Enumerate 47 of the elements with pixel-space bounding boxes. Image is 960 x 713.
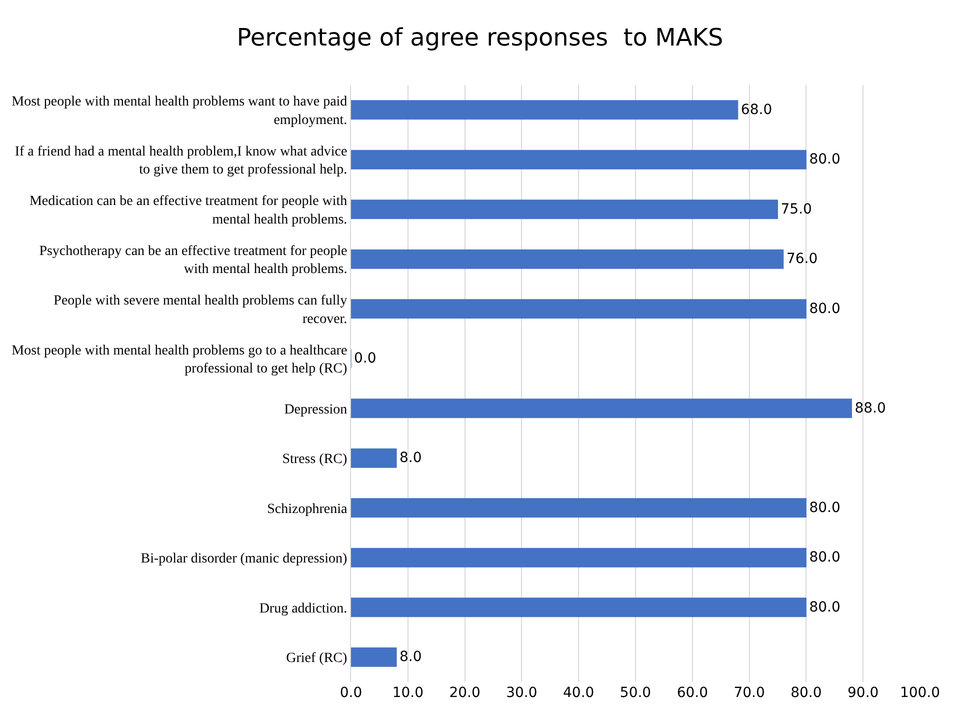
data-label: 88.0 <box>854 400 886 416</box>
bar <box>351 398 852 418</box>
x-tick-label: 10.0 <box>392 685 424 701</box>
bar <box>351 249 784 269</box>
x-tick-label: 60.0 <box>676 685 708 701</box>
y-tick-label: Stress (RC) <box>282 452 348 468</box>
data-label: 80.0 <box>809 300 840 317</box>
bar <box>351 498 806 518</box>
chart-title: Percentage of agree responses to MAKS <box>236 23 724 52</box>
data-label: 80.0 <box>809 152 840 168</box>
y-tick-label: Psychotherapy can be an effective treatment for people with mental health problems. <box>39 244 348 278</box>
data-label: 80.0 <box>809 550 840 566</box>
data-label: 75.0 <box>780 201 812 218</box>
y-tick-label: Most people with mental health problems want to have paid employment. <box>12 94 348 128</box>
data-label: 68.0 <box>740 102 772 118</box>
y-tick-label: Most people with mental health problems go to a healthcare professional to get help (RC) <box>12 343 348 377</box>
y-tick-label: Depression <box>284 402 348 418</box>
bar <box>351 548 806 568</box>
y-tick-label: If a friend had a mental health problem,I know what advice to give them to get professional help. <box>14 144 348 178</box>
y-tick-label: Grief (RC) <box>286 651 348 666</box>
y-tick-label: Bi-polar disorder (manic depression) <box>140 552 348 567</box>
x-tick-label: 40.0 <box>563 685 594 701</box>
bar <box>351 647 397 667</box>
bar <box>351 299 806 319</box>
data-label: 8.0 <box>400 649 422 666</box>
data-label: 80.0 <box>809 599 840 616</box>
y-tick-label: Drug addiction. <box>259 601 348 616</box>
x-tick-label: 80.0 <box>790 685 822 701</box>
data-label: 76.0 <box>786 251 818 268</box>
x-tick-label: 100.0 <box>900 685 940 701</box>
y-tick-label: People with severe mental health problems can fully recover. <box>54 294 348 327</box>
bar <box>351 150 806 170</box>
x-tick-label: 20.0 <box>449 685 480 701</box>
data-label: 8.0 <box>400 450 422 466</box>
x-tick-label: 50.0 <box>620 685 652 701</box>
data-label: 80.0 <box>809 500 840 516</box>
x-tick-label: 70.0 <box>734 685 765 701</box>
x-tick-label: 30.0 <box>506 685 538 701</box>
bar <box>351 598 806 618</box>
x-tick-label: 90.0 <box>848 685 879 701</box>
y-tick-label: Medication can be an effective treatment for people with mental health problems. <box>29 194 348 228</box>
x-tick-label: 0.0 <box>340 685 362 701</box>
data-label: 0.0 <box>354 350 376 367</box>
bar <box>351 200 778 220</box>
y-tick-label: Schizophrenia <box>267 502 348 517</box>
bar <box>351 448 397 468</box>
bar <box>351 100 738 120</box>
